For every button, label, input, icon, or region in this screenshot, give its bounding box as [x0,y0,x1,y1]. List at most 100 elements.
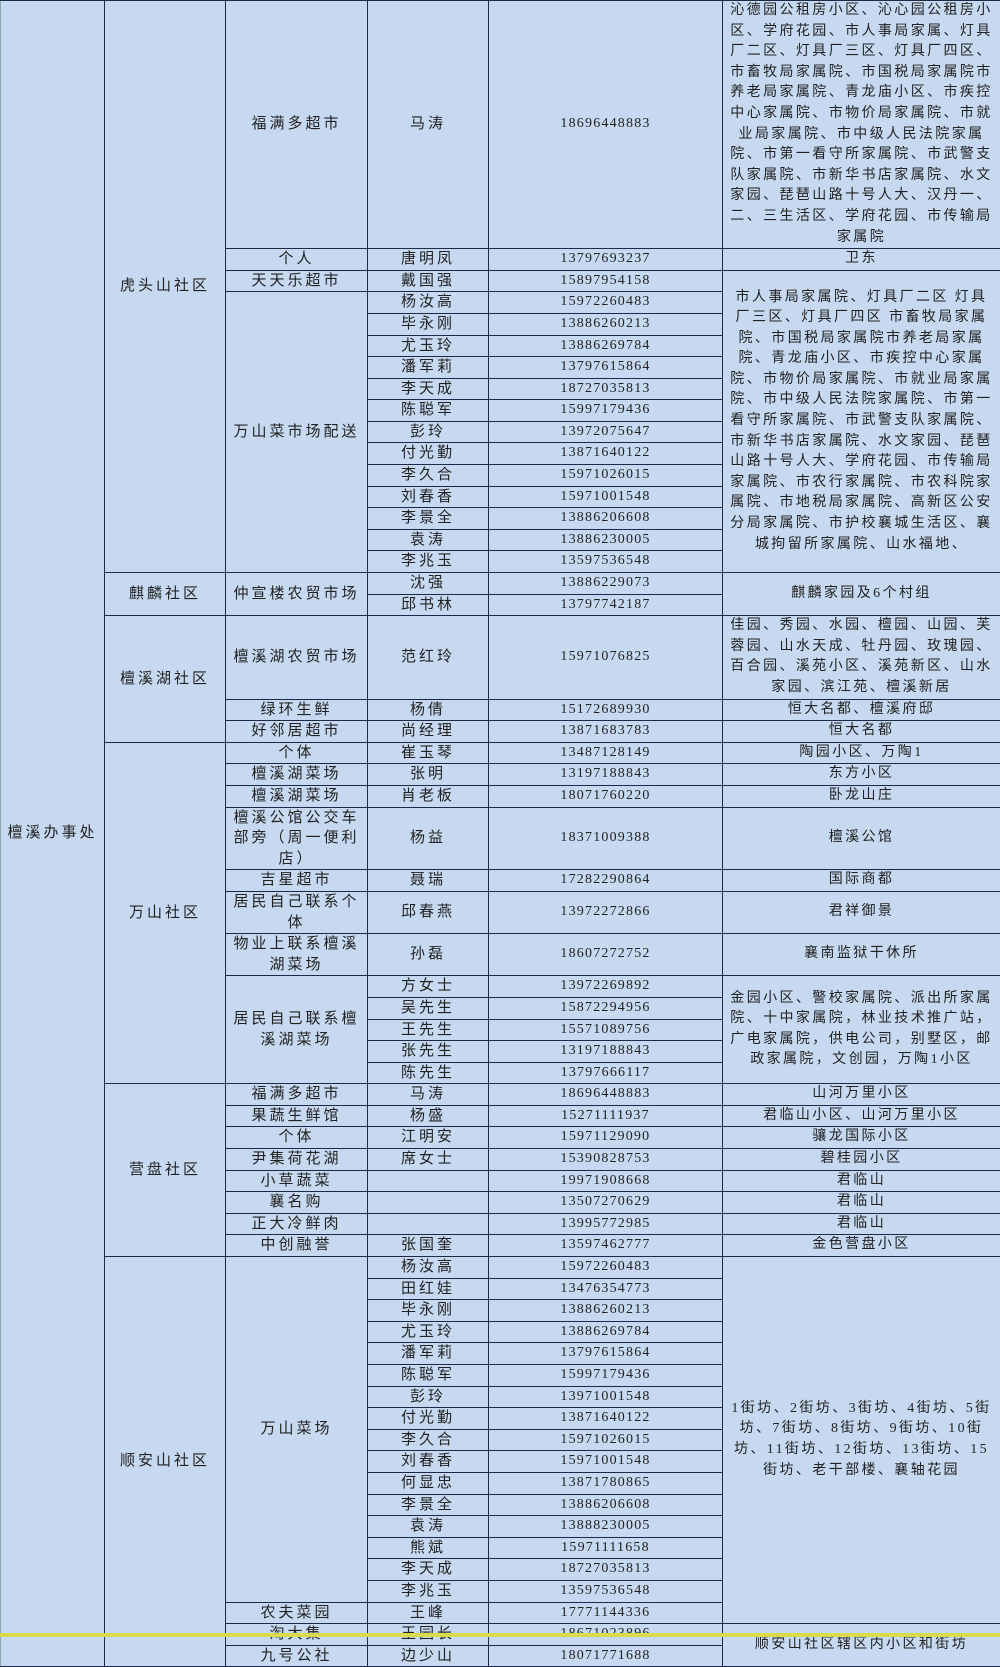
contact-name-cell: 沈强 [368,573,489,595]
contact-name-cell: 江明安 [368,1127,489,1149]
contact-name-cell: 杨汝高 [368,1257,489,1279]
vendor-cell: 万山菜场 [226,1257,368,1603]
phone-cell: 18727035813 [489,378,723,400]
phone-cell: 15971026015 [489,465,723,487]
service-area-cell: 沁德园公租房小区、沁心园公租房小区、学府花园、市人事局家属、灯具厂二区、灯具厂三… [723,1,1000,249]
vendor-cell: 万山菜市场配送 [226,292,368,573]
contact-name-cell: 付光勤 [368,443,489,465]
community-cell: 虎头山社区 [105,1,226,573]
phone-cell: 13597536548 [489,551,723,573]
contact-name-cell: 李景全 [368,508,489,530]
contact-name-cell [368,1213,489,1235]
service-area-cell: 国际商都 [723,870,1000,892]
phone-cell: 13476354773 [489,1278,723,1300]
service-area-cell: 卫东 [723,249,1000,271]
service-area-cell: 金园小区、警校家属院、派出所家属院、十中家属院，林业技术推广站，广电家属院，供电… [723,976,1000,1084]
service-area-cell: 麒麟家园及6个村组 [723,573,1000,616]
service-area-cell: 恒大名都、檀溪府邸 [723,699,1000,721]
vendor-cell: 个人 [226,249,368,271]
phone-cell: 13972269892 [489,976,723,998]
vendor-cell: 天天乐超市 [226,270,368,292]
contact-name-cell [368,1170,489,1192]
service-area-cell: 君临山 [723,1213,1000,1235]
vendor-cell: 物业上联系檀溪湖菜场 [226,934,368,976]
phone-cell: 13972272866 [489,891,723,933]
community-cell: 顺安山社区 [105,1257,226,1667]
phone-cell: 15872294956 [489,997,723,1019]
vendor-cell: 农夫菜园 [226,1602,368,1624]
phone-cell: 13597536548 [489,1580,723,1602]
service-area-cell: 卧龙山庄 [723,785,1000,807]
phone-cell: 15172689930 [489,699,723,721]
phone-cell: 18696448883 [489,1084,723,1106]
contact-name-cell: 马涛 [368,1,489,249]
service-area-cell: 檀溪公馆 [723,807,1000,870]
phone-cell: 13797742187 [489,594,723,616]
contact-name-cell: 席女士 [368,1149,489,1171]
vendor-cell: 尹集荷花湖 [226,1149,368,1171]
vendor-cell: 居民自己联系个体 [226,891,368,933]
contact-name-cell: 毕永刚 [368,1300,489,1322]
phone-cell: 13972075647 [489,421,723,443]
vendor-cell: 仲宣楼农贸市场 [226,573,368,616]
phone-cell: 15571089756 [489,1019,723,1041]
contact-name-cell: 戴国强 [368,270,489,292]
contact-name-cell: 尚经理 [368,721,489,743]
contact-name-cell: 熊斌 [368,1537,489,1559]
phone-cell: 13871640122 [489,443,723,465]
contact-name-cell: 尤玉玲 [368,335,489,357]
contact-name-cell: 刘春香 [368,1451,489,1473]
service-area-cell: 山河万里小区 [723,1084,1000,1106]
service-area-cell: 佳园、秀园、水园、檀园、山园、芙蓉园、山水天成、牡丹园、玫瑰园、百合园、溪苑小区… [723,616,1000,699]
contact-name-cell: 聂瑞 [368,870,489,892]
contact-name-cell: 潘军莉 [368,357,489,379]
contact-name-cell: 范红玲 [368,616,489,699]
phone-cell: 18071760220 [489,785,723,807]
vendor-cell: 好邻居超市 [226,721,368,743]
vendor-cell: 绿环生鲜 [226,699,368,721]
phone-cell: 18071771688 [489,1645,723,1667]
contact-name-cell: 王峰 [368,1602,489,1624]
contact-name-cell: 王先生 [368,1019,489,1041]
bottom-divider [0,1633,1000,1637]
contact-name-cell: 袁涛 [368,1516,489,1538]
phone-cell: 13886269784 [489,335,723,357]
phone-cell: 15971111658 [489,1537,723,1559]
contact-name-cell: 边少山 [368,1645,489,1667]
vendor-cell: 居民自己联系檀溪湖菜场 [226,976,368,1084]
contact-name-cell: 田红娃 [368,1278,489,1300]
contact-name-cell: 陈聪军 [368,400,489,422]
contact-name-cell: 杨盛 [368,1105,489,1127]
service-area-cell: 碧桂园小区 [723,1149,1000,1171]
community-cell: 营盘社区 [105,1084,226,1257]
phone-cell: 15971026015 [489,1429,723,1451]
community-cell: 麒麟社区 [105,573,226,616]
phone-cell: 13797615864 [489,357,723,379]
phone-cell: 13871780865 [489,1472,723,1494]
vendor-cell: 福满多超市 [226,1,368,249]
phone-cell: 13197188843 [489,764,723,786]
contact-name-cell: 尤玉玲 [368,1321,489,1343]
phone-cell: 18727035813 [489,1559,723,1581]
contact-name-cell: 李天成 [368,378,489,400]
phone-cell: 18696448883 [489,1,723,249]
contact-name-cell: 彭玲 [368,421,489,443]
service-area-cell: 1街坊、2街坊、3街坊、4街坊、5街坊、7街坊、8街坊、9街坊、10街坊、11街… [723,1257,1000,1624]
vendor-cell: 中创融誉 [226,1235,368,1257]
service-area-cell: 君临山 [723,1170,1000,1192]
vendor-cell: 檀溪湖菜场 [226,764,368,786]
phone-cell: 13487128149 [489,742,723,764]
phone-cell: 15997179436 [489,400,723,422]
contact-name-cell: 邱书林 [368,594,489,616]
contact-name-cell: 李兆玉 [368,551,489,573]
phone-cell: 13871683783 [489,721,723,743]
service-area-cell: 东方小区 [723,764,1000,786]
vendor-cell: 吉星超市 [226,870,368,892]
phone-cell: 18607272752 [489,934,723,976]
contact-name-cell: 张先生 [368,1041,489,1063]
phone-cell: 13197188843 [489,1041,723,1063]
phone-cell: 15971001548 [489,486,723,508]
